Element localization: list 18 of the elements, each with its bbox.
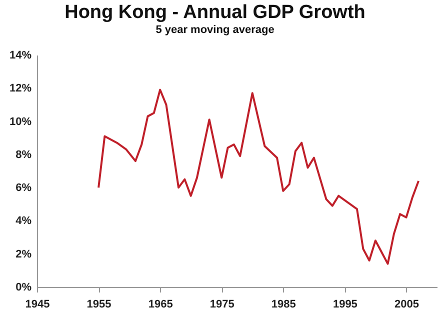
y-tick-label: 8% <box>16 148 32 161</box>
chart-subtitle: 5 year moving average <box>156 24 274 36</box>
y-tick-label: 0% <box>16 282 32 294</box>
y-tick-label: 12% <box>9 82 32 95</box>
chart-title: Hong Kong - Annual GDP Growth <box>64 2 366 23</box>
line-series <box>98 88 420 265</box>
x-tick-label: 1945 <box>25 298 50 310</box>
x-tick-label: 1995 <box>332 298 358 310</box>
x-tick-label: 1985 <box>271 298 296 310</box>
x-tick-label: 1955 <box>86 298 112 310</box>
y-tick-label: 10% <box>9 116 32 128</box>
x-tick-label: 2005 <box>394 298 419 310</box>
y-tick-label: 6% <box>16 182 32 194</box>
y-tick-label: 14% <box>9 50 32 62</box>
y-tick-label: 4% <box>16 215 32 228</box>
y-tick-label: 2% <box>16 248 32 260</box>
x-tick-label: 1965 <box>148 298 173 310</box>
x-tick-label: 1975 <box>210 298 234 310</box>
